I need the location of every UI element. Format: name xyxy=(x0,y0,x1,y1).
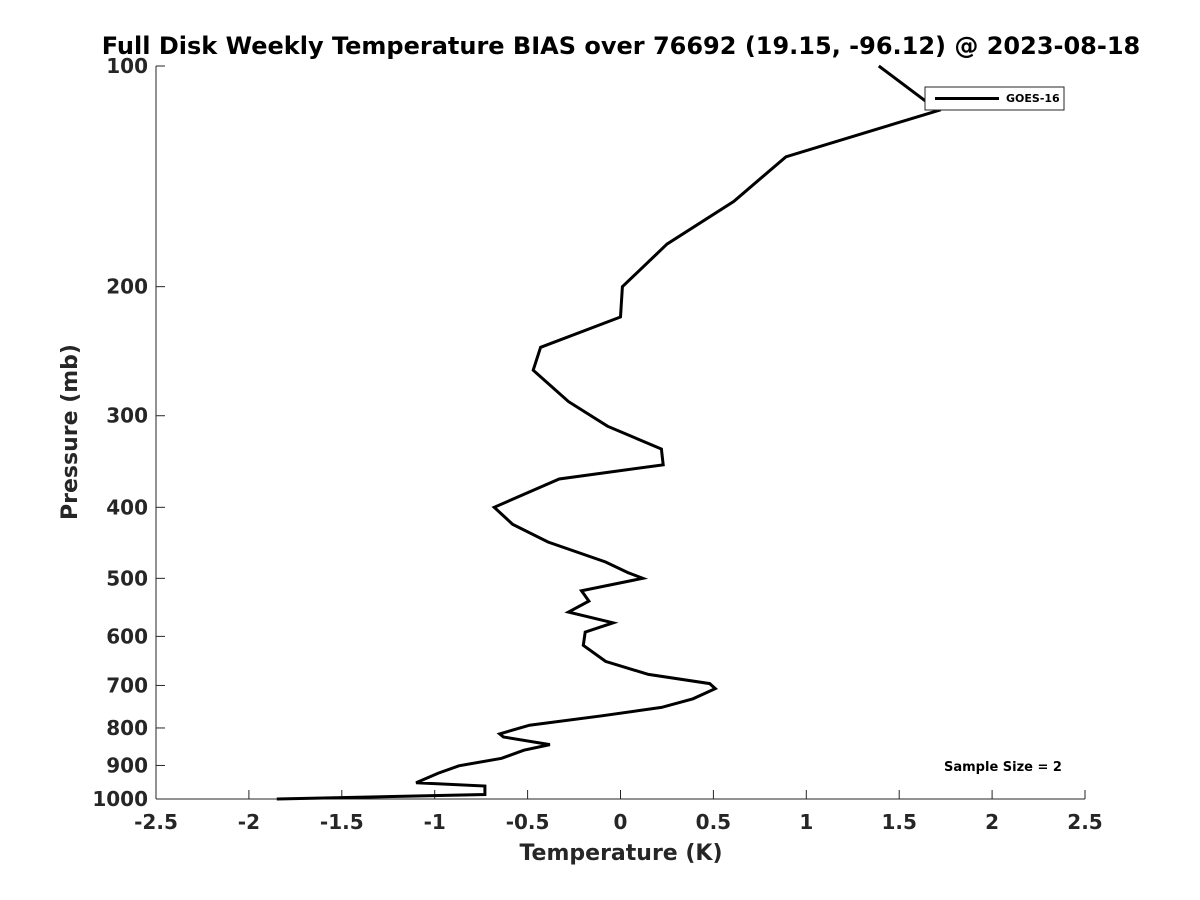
y-tick-label: 900 xyxy=(106,753,148,777)
legend-label-goes-16: GOES-16 xyxy=(1006,92,1060,105)
x-tick-label: 0.5 xyxy=(696,810,731,834)
x-tick-label: -1 xyxy=(424,810,446,834)
x-tick-label: -0.5 xyxy=(506,810,550,834)
y-axis-label: Pressure (mb) xyxy=(58,344,83,520)
x-tick-label: -1.5 xyxy=(320,810,364,834)
x-axis-label: Temperature (K) xyxy=(519,841,722,866)
series-layer xyxy=(276,64,942,801)
y-tick-label: 300 xyxy=(106,404,148,428)
y-ticks: 100 200 300 400 500 600 700 800 900 1000 xyxy=(92,54,165,811)
y-tick-label: 200 xyxy=(106,275,148,299)
x-tick-label: 2.5 xyxy=(1067,810,1102,834)
y-tick-label: 800 xyxy=(106,716,148,740)
x-tick-label: 0 xyxy=(614,810,628,834)
sample-size-annotation: Sample Size = 2 xyxy=(944,760,1062,775)
chart-title: Full Disk Weekly Temperature BIAS over 7… xyxy=(102,32,1141,60)
x-tick-label: 2 xyxy=(985,810,999,834)
y-tick-label: 500 xyxy=(106,566,148,590)
y-tick-label: 1000 xyxy=(92,787,148,811)
x-ticks: -2.5 -2 -1.5 -1 -0.5 0 0.5 1 1.5 2 2.5 xyxy=(134,790,1103,834)
y-tick-label: 700 xyxy=(106,673,148,697)
x-tick-label: -2.5 xyxy=(134,810,178,834)
x-tick-label: 1.5 xyxy=(881,810,916,834)
legend: GOES-16 xyxy=(924,86,1065,111)
y-tick-label: 600 xyxy=(106,624,148,648)
x-tick-label: 1 xyxy=(799,810,813,834)
y-tick-label: 100 xyxy=(106,54,148,78)
y-tick-label: 400 xyxy=(106,495,148,519)
series-line-goes-16 xyxy=(276,64,942,801)
x-tick-label: -2 xyxy=(238,810,260,834)
